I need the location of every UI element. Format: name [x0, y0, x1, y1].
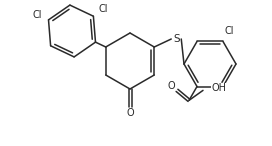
- Text: O: O: [167, 81, 175, 91]
- Text: Cl: Cl: [224, 26, 234, 36]
- Text: OH: OH: [211, 83, 226, 93]
- Text: Cl: Cl: [98, 4, 108, 14]
- Text: O: O: [126, 108, 134, 118]
- Text: Cl: Cl: [33, 10, 42, 20]
- Text: S: S: [173, 34, 180, 44]
